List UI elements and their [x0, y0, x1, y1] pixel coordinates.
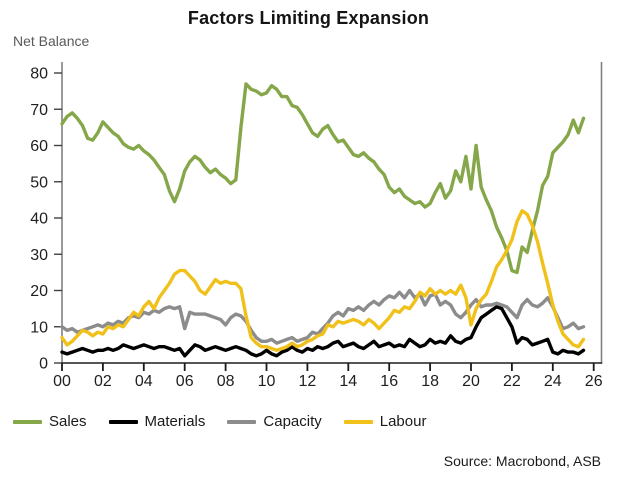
- svg-text:20: 20: [462, 373, 480, 390]
- legend: Sales Materials Capacity Labour: [13, 413, 426, 430]
- svg-text:02: 02: [94, 373, 112, 390]
- legend-label-capacity: Capacity: [263, 413, 322, 430]
- source-note: Source: Macrobond, ASB: [443, 453, 601, 469]
- svg-text:00: 00: [53, 373, 71, 390]
- series-line-sales: [60, 82, 586, 275]
- svg-text:30: 30: [30, 247, 48, 264]
- svg-text:80: 80: [30, 66, 48, 83]
- series-line-materials: [60, 305, 586, 358]
- svg-text:40: 40: [30, 211, 48, 228]
- svg-text:24: 24: [544, 373, 562, 390]
- svg-text:10: 10: [30, 319, 48, 336]
- chart-title: Factors Limiting Expansion: [187, 8, 430, 28]
- labour-line-swatch: [343, 419, 373, 424]
- svg-text:10: 10: [258, 373, 276, 390]
- svg-text:22: 22: [503, 373, 521, 390]
- legend-label-materials: Materials: [144, 413, 206, 430]
- svg-text:08: 08: [217, 373, 235, 390]
- series-line-labour: [60, 209, 586, 352]
- svg-text:14: 14: [339, 373, 357, 390]
- legend-label-sales: Sales: [49, 413, 87, 430]
- y-axis-title: Net Balance: [13, 33, 90, 49]
- legend-item-labour: Labour: [343, 413, 427, 430]
- svg-text:20: 20: [30, 283, 48, 300]
- svg-text:12: 12: [299, 373, 317, 390]
- series-line-capacity: [60, 288, 586, 345]
- svg-text:26: 26: [585, 373, 603, 390]
- svg-text:50: 50: [30, 174, 48, 191]
- svg-text:18: 18: [421, 373, 439, 390]
- legend-item-materials: Materials: [108, 413, 206, 430]
- sales-line-swatch: [13, 419, 42, 424]
- svg-text:16: 16: [380, 373, 398, 390]
- svg-text:06: 06: [176, 373, 194, 390]
- svg-text:04: 04: [135, 373, 153, 390]
- legend-item-sales: Sales: [13, 413, 87, 430]
- svg-text:0: 0: [39, 356, 48, 373]
- legend-item-capacity: Capacity: [227, 413, 322, 430]
- materials-line-swatch: [108, 419, 138, 424]
- svg-text:60: 60: [30, 138, 48, 155]
- svg-text:70: 70: [30, 102, 48, 119]
- capacity-line-swatch: [227, 419, 257, 424]
- legend-label-labour: Labour: [379, 413, 427, 430]
